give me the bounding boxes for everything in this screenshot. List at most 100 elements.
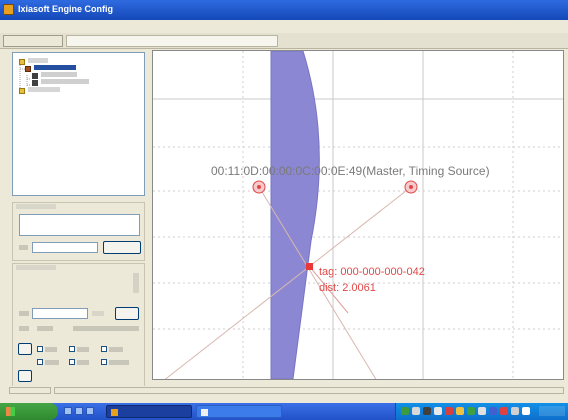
status-segment-2 <box>54 387 564 394</box>
settings-scroll[interactable] <box>133 273 139 293</box>
toolbar-button[interactable] <box>3 35 63 47</box>
tree-item-engine[interactable] <box>25 65 80 73</box>
left-panel <box>9 50 147 395</box>
tree-item-sensor-1-label <box>41 72 77 77</box>
tray-icon-11[interactable] <box>511 407 519 415</box>
tray-icon-6[interactable] <box>456 407 464 415</box>
settings-value-field[interactable] <box>32 308 88 319</box>
status-segment-1 <box>9 387 51 394</box>
settings-checkbox-4-label <box>45 360 59 365</box>
settings-checkbox-3[interactable] <box>101 346 107 352</box>
settings-apply-button[interactable] <box>115 307 139 320</box>
probe-marker[interactable] <box>306 263 313 270</box>
settings-checkbox-2[interactable] <box>69 346 75 352</box>
menu-bar <box>0 20 568 33</box>
toolbar-path-field[interactable] <box>66 35 278 47</box>
settings-checkbox-6[interactable] <box>101 359 107 365</box>
tree-connector-lines <box>19 63 31 89</box>
window-title: Ixiasoft Engine Config <box>18 4 114 14</box>
coverage-zone[interactable] <box>270 51 320 379</box>
map-canvas[interactable]: 00:11:0D:00:00:0C:00:0E:49(Master, Timin… <box>152 50 564 380</box>
tree-item-folder-label <box>28 87 60 92</box>
taskbar-app-button-active[interactable] <box>106 405 192 418</box>
settings-checkbox-1[interactable] <box>37 346 43 352</box>
link-line-1 <box>164 186 412 379</box>
settings-row-value-1 <box>37 326 53 331</box>
quick-launch-icon-1[interactable] <box>64 407 72 415</box>
folder-icon <box>19 59 25 65</box>
settings-checkbox-5-label <box>77 360 89 365</box>
tray-icon-8[interactable] <box>478 407 486 415</box>
settings-checkbox-2-label <box>77 347 89 352</box>
tree-item-root-label <box>28 58 48 63</box>
menu-item-7[interactable] <box>131 21 149 30</box>
window-title-bar[interactable]: Ixiasoft Engine Config <box>0 0 568 20</box>
app-icon <box>3 4 14 15</box>
map-svg: 00:11:0D:00:00:0C:00:0E:49(Master, Timin… <box>153 51 563 379</box>
probe-tag-label: tag: 000-000-000-042 <box>319 266 425 278</box>
menu-item-8[interactable] <box>155 21 169 30</box>
start-button[interactable] <box>0 403 58 420</box>
engine-icon <box>25 66 31 72</box>
sensor-marker-2[interactable] <box>404 180 418 194</box>
master-sensor-label: 00:11:0D:00:00:0C:00:0E:49(Master, Timin… <box>211 164 490 178</box>
tray-icon-12[interactable] <box>522 407 530 415</box>
tray-icon-2[interactable] <box>412 407 420 415</box>
engine-config-icon <box>111 409 118 416</box>
settings-group <box>12 263 145 389</box>
menu-item-2[interactable] <box>27 21 41 30</box>
tray-icon-1[interactable] <box>401 407 409 415</box>
settings-unit-label <box>92 311 104 316</box>
link-line-2 <box>258 186 377 379</box>
properties-text-area[interactable] <box>19 214 140 236</box>
tray-icon-7[interactable] <box>467 407 475 415</box>
tree-item-root[interactable] <box>19 58 49 66</box>
quick-launch-icon-2[interactable] <box>75 407 83 415</box>
sensor-icon <box>32 80 38 86</box>
settings-row-value-2 <box>73 326 139 331</box>
settings-checkbox-6-label <box>109 360 129 365</box>
taskbar-clock[interactable] <box>539 406 565 416</box>
device-tree <box>12 52 145 196</box>
tree-item-sensor-2[interactable] <box>32 79 92 87</box>
menu-item-1[interactable] <box>7 21 21 30</box>
taskbar <box>0 403 568 420</box>
properties-field-label <box>19 245 28 250</box>
tree-item-sensor-1[interactable] <box>32 72 82 80</box>
windows-logo-icon <box>6 407 15 416</box>
settings-checkbox-1-label <box>45 347 57 352</box>
settings-small-button-1[interactable] <box>18 343 32 355</box>
status-bar <box>9 386 564 396</box>
settings-row-label-1 <box>19 326 29 331</box>
tray-icon-3[interactable] <box>423 407 431 415</box>
properties-value-field[interactable] <box>32 242 98 253</box>
grid-lines <box>153 51 563 379</box>
canvas-axes <box>153 51 563 379</box>
settings-checkbox-5[interactable] <box>69 359 75 365</box>
taskbar-app-button[interactable] <box>196 405 282 418</box>
toolbar <box>0 33 568 49</box>
settings-checkbox-3-label <box>109 347 123 352</box>
settings-field-label <box>19 311 29 316</box>
menu-item-3[interactable] <box>47 21 61 30</box>
tray-icon-9[interactable] <box>489 407 497 415</box>
sensor-icon <box>32 73 38 79</box>
quick-launch-icon-3[interactable] <box>86 407 94 415</box>
properties-apply-button[interactable] <box>103 241 141 254</box>
settings-checkbox-4[interactable] <box>37 359 43 365</box>
probe-line <box>309 266 349 314</box>
tree-item-folder[interactable] <box>19 87 63 95</box>
menu-item-6[interactable] <box>107 21 125 30</box>
tree-item-sensor-2-label <box>41 79 89 84</box>
settings-small-button-2[interactable] <box>18 370 32 382</box>
tray-icon-4[interactable] <box>434 407 442 415</box>
tray-icon-5[interactable] <box>445 407 453 415</box>
app-window: Ixiasoft Engine Config <box>0 0 568 403</box>
window-icon <box>201 409 208 416</box>
folder-icon <box>19 88 25 94</box>
tray-icon-10[interactable] <box>500 407 508 415</box>
menu-item-5[interactable] <box>87 21 101 30</box>
sensor-marker-1[interactable] <box>252 180 266 194</box>
properties-group-title <box>16 204 56 209</box>
menu-item-4[interactable] <box>67 21 81 30</box>
